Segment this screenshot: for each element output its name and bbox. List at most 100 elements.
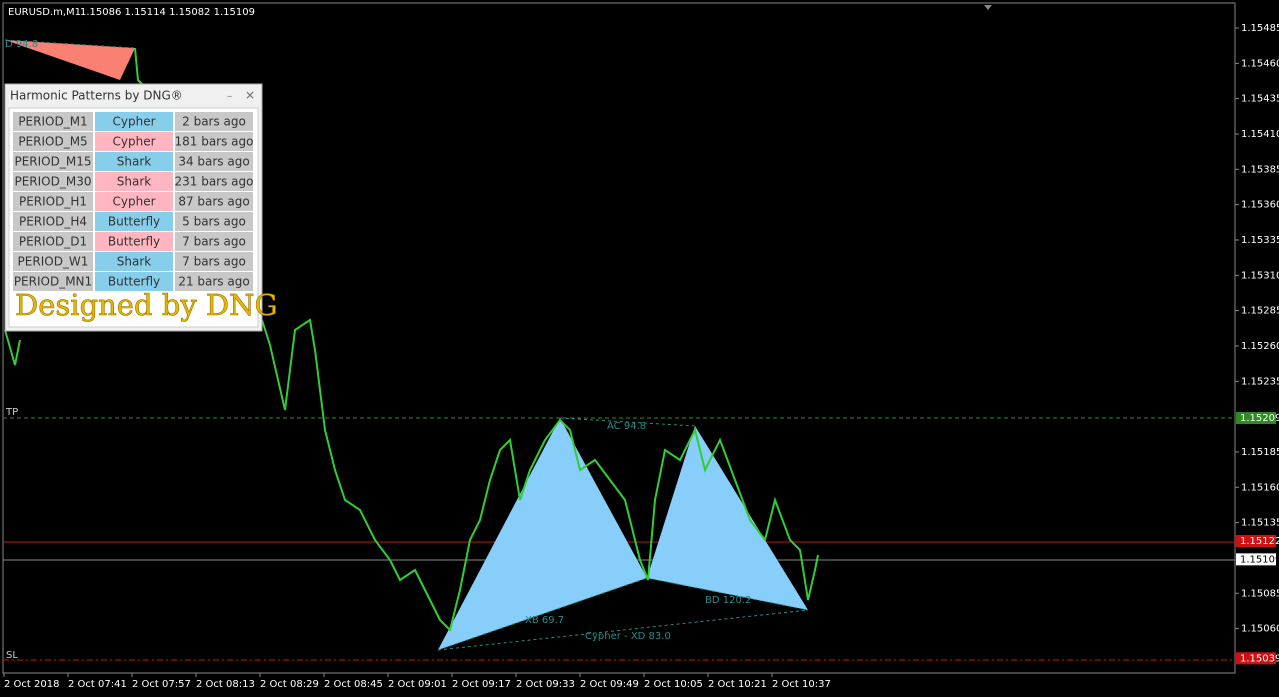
- table-cell: [95, 212, 173, 231]
- pattern-labels: D 94.8 AC 94.8 BD 120.2 XB 69.7 Cypher -…: [5, 39, 751, 642]
- time-label: 2 Oct 08:45: [324, 679, 383, 690]
- price-label: 1.15410: [1241, 129, 1279, 140]
- price-label: 1.15435: [1241, 94, 1279, 105]
- table-cell: [175, 192, 253, 211]
- time-label: 2 Oct 09:33: [516, 679, 575, 690]
- table-cell: [13, 232, 93, 251]
- table-cell: [13, 212, 93, 231]
- cell-text: Shark: [117, 175, 152, 189]
- price-label: 1.15260: [1241, 341, 1279, 352]
- price-label: 1.15235: [1241, 376, 1279, 387]
- cell-text: Shark: [117, 155, 152, 169]
- shift-marker: [984, 5, 992, 10]
- bear-pattern: [5, 40, 135, 80]
- cell-text: Butterfly: [108, 275, 160, 289]
- cell-text: PERIOD_M1: [18, 115, 87, 129]
- tp-label: TP: [5, 407, 18, 418]
- ohlc: 1.15086 1.15114 1.15082 1.15109: [80, 7, 255, 18]
- price-label: 1.15310: [1241, 270, 1279, 281]
- price-label: 1.15185: [1241, 447, 1279, 458]
- table-cell: [95, 272, 173, 291]
- table-cell: [95, 172, 173, 191]
- pattern-lines: [437, 417, 809, 651]
- time-label: 2 Oct 08:13: [196, 679, 255, 690]
- table-cell: [13, 112, 93, 131]
- cell-text: PERIOD_W1: [18, 255, 89, 269]
- close-button[interactable]: ✕: [245, 89, 255, 103]
- price-marker: [1236, 652, 1276, 665]
- time-label: 2 Oct 07:57: [132, 679, 191, 690]
- time-label: 2 Oct 2018: [4, 679, 59, 690]
- price-label: 1.15160: [1241, 482, 1279, 493]
- table-cell: [175, 132, 253, 151]
- cell-text: Butterfly: [108, 235, 160, 249]
- table-cell: [175, 152, 253, 171]
- time-label: 2 Oct 09:49: [580, 679, 639, 690]
- table-cell: [95, 132, 173, 151]
- pattern-panel: Harmonic Patterns by DNG® – ✕ PERIOD_M1 C…: [4, 83, 278, 332]
- cell-text: 34 bars ago: [178, 155, 249, 169]
- pattern-bcd: [647, 426, 808, 610]
- cell-text: 7 bars ago: [182, 235, 246, 249]
- table-cell: [95, 192, 173, 211]
- price-path: [261, 318, 819, 632]
- cell-text: 7 bars ago: [182, 255, 246, 269]
- time-label: 2 Oct 07:41: [68, 679, 127, 690]
- cell-text: PERIOD_H1: [19, 195, 87, 209]
- cell-text: Butterfly: [108, 215, 160, 229]
- pattern-label: Cypher - XD 83.0: [585, 631, 671, 642]
- price-marker-label: 1.15109: [1240, 554, 1279, 565]
- cell-text: PERIOD_MN1: [14, 275, 92, 289]
- table-cell: [95, 232, 173, 251]
- cell-text: PERIOD_H4: [19, 215, 87, 229]
- sl-label: SL: [6, 650, 18, 661]
- cell-text: 87 bars ago: [178, 195, 249, 209]
- table-cell: [95, 112, 173, 131]
- table-cell: [175, 232, 253, 251]
- price-label: 1.15285: [1241, 306, 1279, 317]
- cell-text: Cypher: [112, 135, 155, 149]
- time-label: 2 Oct 09:01: [388, 679, 447, 690]
- time-label: 2 Oct 10:37: [772, 679, 831, 690]
- cell-text: PERIOD_M5: [18, 135, 87, 149]
- pattern-label: AC 94.8: [607, 421, 646, 432]
- panel-title: Harmonic Patterns by DNG®: [10, 89, 183, 103]
- price-marker: [1236, 534, 1276, 547]
- chart-frame: [2, 2, 1236, 674]
- cell-text: PERIOD_M30: [14, 175, 91, 189]
- table-cell: [95, 152, 173, 171]
- price-marker-label: 1.15122: [1240, 536, 1279, 547]
- price-marker-label: 1.15039: [1240, 653, 1279, 664]
- pattern-label: D 94.8: [5, 39, 38, 50]
- table-cell: [13, 192, 93, 211]
- pattern-line: [4, 39, 136, 49]
- price-marker: [1236, 412, 1276, 425]
- table-cell: [13, 252, 93, 271]
- time-label: 2 Oct 08:29: [260, 679, 319, 690]
- cell-text: 5 bars ago: [182, 215, 246, 229]
- time-label: 2 Oct 10:21: [708, 679, 767, 690]
- panel-footer: Designed by DNG: [15, 288, 278, 322]
- cell-text: PERIOD_D1: [19, 235, 87, 249]
- price-marker: [1236, 553, 1276, 566]
- price-marker-label: 1.15209: [1240, 413, 1279, 424]
- price-label: 1.15360: [1241, 200, 1279, 211]
- table-cell: [13, 272, 93, 291]
- cell-text: 2 bars ago: [182, 115, 246, 129]
- table-cell: [175, 252, 253, 271]
- price-label: 1.15085: [1241, 588, 1279, 599]
- table-cell: [13, 152, 93, 171]
- pattern-label: XB 69.7: [525, 615, 564, 626]
- price-label: 1.15460: [1241, 58, 1279, 69]
- table-cell: [13, 132, 93, 151]
- minimize-button[interactable]: –: [227, 91, 232, 102]
- cell-text: PERIOD_M15: [14, 155, 91, 169]
- price-label: 1.15135: [1241, 518, 1279, 529]
- table-cell: [13, 172, 93, 191]
- cell-text: Cypher: [112, 195, 155, 209]
- cell-text: Shark: [117, 255, 152, 269]
- price-label: 1.15385: [1241, 164, 1279, 175]
- price-path: [4, 329, 21, 366]
